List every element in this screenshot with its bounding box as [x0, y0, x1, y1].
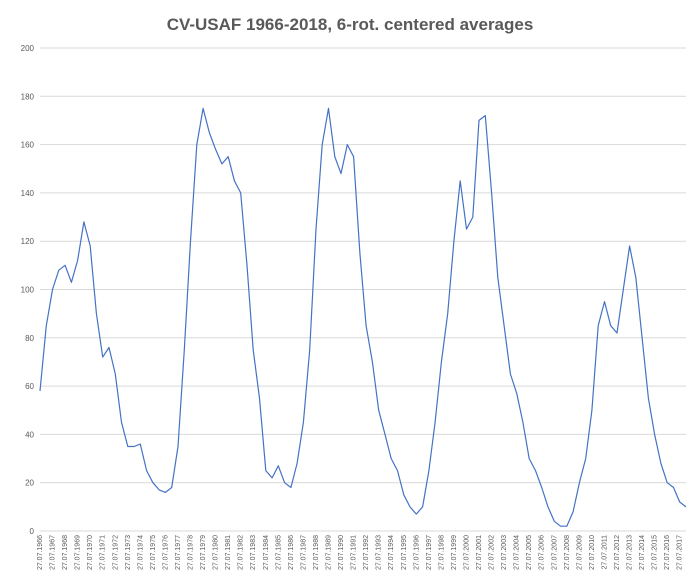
x-tick-label: 27.07.1981 [225, 535, 232, 570]
x-tick-label: 27.07.1993 [376, 535, 383, 570]
x-tick-label: 27.07.1969 [75, 535, 82, 570]
x-tick-label: 27.07.2017 [677, 535, 684, 570]
x-tick-label: 27.07.1996 [413, 535, 420, 570]
x-tick-label: 27.07.2004 [514, 535, 521, 570]
x-tick-label: 27.07.1970 [87, 535, 94, 570]
x-tick-label: 27.07.2002 [489, 535, 496, 570]
x-tick-label: 27.07.1980 [213, 535, 220, 570]
y-tick-label: 60 [25, 382, 34, 391]
x-tick-label: 27.07.1977 [175, 535, 182, 570]
chart-title: CV-USAF 1966-2018, 6-rot. centered avera… [167, 15, 534, 34]
x-tick-label: 27.07.2001 [476, 535, 483, 570]
x-tick-label: 27.07.1997 [426, 535, 433, 570]
x-tick-label: 27.07.2006 [539, 535, 546, 570]
x-tick-label: 27.07.2009 [576, 535, 583, 570]
y-tick-label: 40 [25, 430, 34, 439]
x-tick-label: 27.07.1972 [112, 535, 119, 570]
x-tick-label: 27.07.1992 [363, 535, 370, 570]
x-tick-label: 27.07.1973 [125, 535, 132, 570]
x-tick-label: 27.07.2011 [601, 535, 608, 570]
x-tick-label: 27.07.1985 [275, 535, 282, 570]
y-tick-label: 160 [21, 141, 35, 150]
x-tick-label: 27.07.1989 [326, 535, 333, 570]
x-tick-label: 27.07.1984 [263, 535, 270, 570]
x-tick-label: 27.07.2005 [526, 535, 533, 570]
x-tick-label: 27.07.2014 [639, 535, 646, 570]
y-tick-label: 80 [25, 334, 34, 343]
x-tick-label: 27.07.2015 [652, 535, 659, 570]
x-tick-label: 27.07.1986 [288, 535, 295, 570]
x-tick-label: 27.07.1999 [451, 535, 458, 570]
x-tick-label: 27.07.1982 [238, 535, 245, 570]
data-line [39, 107, 687, 527]
x-tick-label: 27.07.2008 [564, 535, 571, 570]
x-tick-label: 27.07.1974 [137, 535, 144, 570]
y-tick-label: 180 [21, 92, 35, 101]
x-tick-label: 27.07.2012 [614, 535, 621, 570]
x-tick-label: 27.07.1966 [37, 535, 44, 570]
x-tick-label: 27.07.2013 [627, 535, 634, 570]
y-tick-label: 100 [21, 286, 35, 295]
x-tick-label: 27.07.1979 [200, 535, 207, 570]
x-tick-label: 27.07.1988 [313, 535, 320, 570]
x-tick-label: 27.07.2000 [463, 535, 470, 570]
y-tick-label: 0 [30, 527, 35, 536]
x-tick-label: 27.07.1967 [50, 535, 57, 570]
y-tick-label: 140 [21, 189, 35, 198]
x-tick-label: 27.07.1998 [438, 535, 445, 570]
y-tick-label: 120 [21, 237, 35, 246]
x-tick-label: 27.07.2003 [501, 535, 508, 570]
x-tick-label: 27.07.1983 [250, 535, 257, 570]
x-tick-label: 27.07.1991 [351, 535, 358, 570]
x-tick-label: 27.07.1968 [62, 535, 69, 570]
x-tick-label: 27.07.1976 [162, 535, 169, 570]
y-tick-label: 200 [21, 44, 35, 53]
x-tick-label: 27.07.1995 [401, 535, 408, 570]
x-tick-label: 27.07.2007 [551, 535, 558, 570]
x-tick-label: 27.07.1987 [300, 535, 307, 570]
x-tick-label: 27.07.1990 [338, 535, 345, 570]
x-tick-label: 27.07.1975 [150, 535, 157, 570]
x-tick-label: 27.07.2010 [589, 535, 596, 570]
x-tick-label: 27.07.1971 [100, 535, 107, 570]
x-tick-label: 27.07.1994 [388, 535, 395, 570]
x-tick-label: 27.07.1978 [188, 535, 195, 570]
x-tick-label: 27.07.2016 [664, 535, 671, 570]
y-tick-label: 20 [25, 479, 34, 488]
